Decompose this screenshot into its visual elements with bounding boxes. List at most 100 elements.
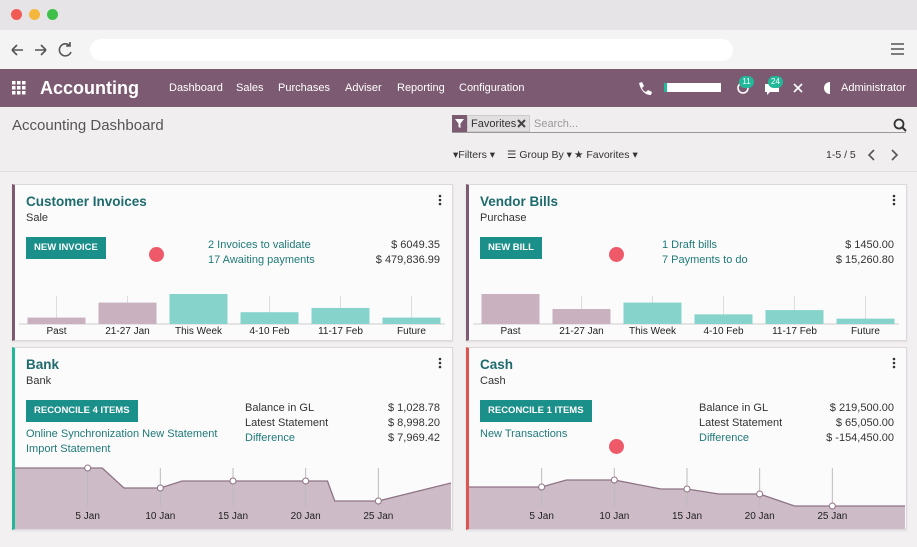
bar-chart: Past 21-27 Jan This Week 4-10 Feb 11-17 Feb F… bbox=[473, 294, 899, 337]
app-name: Accounting bbox=[40, 78, 139, 98]
address-bar[interactable] bbox=[90, 39, 733, 61]
filters-button[interactable]: ▾​Filters ▾ bbox=[453, 149, 496, 161]
pager-prev[interactable] bbox=[867, 149, 875, 161]
kebab-dot bbox=[438, 202, 442, 206]
stat-link[interactable]: Difference bbox=[699, 432, 749, 444]
stat-label: Latest Statement bbox=[699, 417, 783, 429]
menu-item[interactable]: Sales bbox=[236, 82, 264, 94]
journal-name[interactable]: Vendor Bills bbox=[480, 194, 559, 209]
menu-item[interactable]: Reporting bbox=[397, 82, 445, 94]
navbar bbox=[0, 69, 917, 107]
kebab-dot bbox=[892, 365, 896, 369]
systray-icons bbox=[639, 82, 830, 95]
x-tick-label: 20 Jan bbox=[745, 511, 775, 522]
favorites-button[interactable]: ★ Favorites ▾ bbox=[574, 149, 638, 161]
facet-remove[interactable] bbox=[517, 119, 526, 128]
menu-item[interactable]: Adviser bbox=[345, 82, 382, 94]
stat-label: Balance in GL bbox=[245, 402, 315, 414]
stat-amount: $ 65,050.00 bbox=[835, 417, 894, 429]
journal-link[interactable]: Online Synchronization New Statement bbox=[26, 428, 218, 440]
journal-link[interactable]: New Transactions bbox=[480, 428, 568, 440]
groupby-button[interactable]: ☰ Group By ▾ bbox=[507, 149, 572, 161]
bar bbox=[27, 317, 86, 324]
action-button[interactable]: RECONCILE 4 ITEMS bbox=[26, 400, 138, 422]
x-tick-label: 5 Jan bbox=[529, 511, 553, 522]
avatar[interactable] bbox=[824, 82, 830, 94]
kebab-menu[interactable] bbox=[891, 357, 897, 369]
point bbox=[828, 502, 836, 510]
pager-next[interactable] bbox=[891, 149, 899, 161]
journal-name[interactable]: Cash bbox=[480, 357, 514, 372]
x-tick-label: 11-17 Feb bbox=[318, 326, 363, 337]
stat-amount: $ 7,969.42 bbox=[388, 432, 440, 444]
stat-link[interactable]: 17 Awaiting payments bbox=[208, 254, 315, 266]
kebab-menu[interactable] bbox=[437, 194, 443, 206]
point bbox=[683, 485, 691, 493]
tools-icon[interactable] bbox=[793, 83, 803, 93]
kebab-dot bbox=[438, 198, 442, 202]
search-icon[interactable] bbox=[893, 118, 907, 132]
menu-item[interactable]: Configuration bbox=[459, 82, 525, 94]
x-tick-label: Future bbox=[397, 326, 426, 337]
line bbox=[15, 467, 451, 502]
maximize-dot[interactable] bbox=[47, 9, 58, 20]
kebab-dot bbox=[892, 194, 896, 198]
phone-icon[interactable] bbox=[639, 82, 652, 95]
browser-icons bbox=[11, 42, 904, 57]
journal-card: Customer Invoices Sale NEW INVOICE 2 Invoic… bbox=[12, 184, 453, 341]
x-tick-label: 11-17 Feb bbox=[772, 326, 817, 337]
bar bbox=[552, 309, 611, 324]
kebab-dot bbox=[892, 202, 896, 206]
pager: 1-5 / 5 bbox=[826, 149, 856, 161]
x-tick-label: 25 Jan bbox=[363, 511, 393, 522]
user-name[interactable]: Administrator bbox=[841, 82, 906, 94]
pager-arrows bbox=[867, 149, 899, 161]
stat-link[interactable]: 7 Payments to do bbox=[662, 254, 748, 266]
stat-amount: $ 15,260.80 bbox=[835, 254, 894, 266]
bar bbox=[382, 317, 441, 324]
journal-card: Cash Cash RECONCILE 1 ITEMS New Transaction… bbox=[466, 347, 907, 530]
progress-fill bbox=[664, 83, 667, 92]
action-button[interactable]: NEW INVOICE bbox=[26, 237, 106, 259]
journal-link[interactable]: Import Statement bbox=[26, 443, 111, 455]
stat-link[interactable]: Difference bbox=[245, 432, 295, 444]
close-dot[interactable] bbox=[11, 9, 22, 20]
bar bbox=[169, 294, 228, 324]
x-tick-label: 4-10 Feb bbox=[249, 326, 289, 337]
x-tick-label: Past bbox=[500, 326, 520, 337]
stat-link[interactable]: 2 Invoices to validate bbox=[208, 239, 311, 251]
filters-label: Filters bbox=[458, 149, 487, 161]
kebab-dot bbox=[892, 361, 896, 365]
search-input[interactable]: Search... bbox=[534, 118, 579, 130]
groupby-label: Group By bbox=[519, 149, 564, 161]
bar bbox=[694, 314, 753, 324]
stat-link[interactable]: 1 Draft bills bbox=[662, 239, 718, 251]
action-button[interactable]: RECONCILE 1 ITEMS bbox=[480, 400, 592, 422]
x-tick-label: Past bbox=[46, 326, 66, 337]
filter-glyph bbox=[455, 119, 464, 128]
facet-label: Favorites bbox=[471, 118, 517, 130]
menu-item[interactable]: Purchases bbox=[278, 82, 330, 94]
kebab-dot bbox=[438, 365, 442, 369]
point bbox=[756, 490, 764, 498]
line-chart: 5 Jan 10 Jan 15 Jan 20 Jan 25 Jan bbox=[15, 464, 451, 529]
kebab-menu[interactable] bbox=[891, 194, 897, 206]
journal-name[interactable]: Customer Invoices bbox=[26, 194, 147, 209]
menu-item[interactable]: Dashboard bbox=[169, 82, 223, 94]
journal-name[interactable]: Bank bbox=[26, 357, 60, 372]
apps-icon[interactable] bbox=[12, 81, 26, 95]
bar bbox=[240, 312, 299, 324]
forward-icon[interactable] bbox=[35, 44, 47, 56]
kebab-dot bbox=[892, 357, 896, 361]
kebab-menu[interactable] bbox=[437, 357, 443, 369]
minimize-dot[interactable] bbox=[29, 9, 40, 20]
journal-type: Purchase bbox=[480, 212, 527, 224]
menu-icon[interactable] bbox=[891, 43, 904, 55]
status-dot bbox=[609, 247, 624, 262]
reload-icon[interactable] bbox=[58, 42, 72, 57]
facet-tag[interactable] bbox=[467, 115, 530, 132]
stat-amount: $ 1,028.78 bbox=[388, 402, 440, 414]
kebab-dot bbox=[438, 194, 442, 198]
back-icon[interactable] bbox=[11, 44, 23, 56]
action-button[interactable]: NEW BILL bbox=[480, 237, 542, 259]
